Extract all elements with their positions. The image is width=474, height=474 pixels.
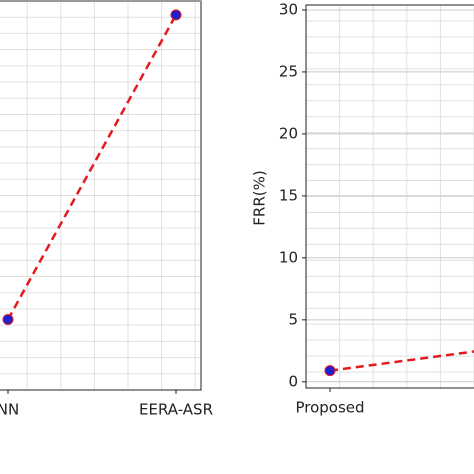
data-line xyxy=(329,350,474,372)
data-point xyxy=(324,365,336,377)
y-axis-label: FRR(%) xyxy=(251,170,269,225)
y-tick-label: 20 xyxy=(279,124,298,142)
y-tick-label: 10 xyxy=(279,248,298,266)
data-line xyxy=(6,14,178,321)
y-tick-label: 25 xyxy=(279,62,298,80)
y-tick-label: 5 xyxy=(288,310,298,328)
x-tick-label: EERA-ASR xyxy=(139,401,213,419)
x-tick-label: Proposed xyxy=(295,399,364,417)
y-tick-label: 15 xyxy=(279,186,298,204)
frame-top xyxy=(0,0,201,2)
data-point xyxy=(170,9,182,21)
y-tick-label: 30 xyxy=(279,0,298,18)
data-point xyxy=(2,314,14,326)
x-tick-label: NN xyxy=(0,401,19,419)
y-tick-label: 0 xyxy=(288,372,298,390)
plot-frame xyxy=(305,4,474,389)
